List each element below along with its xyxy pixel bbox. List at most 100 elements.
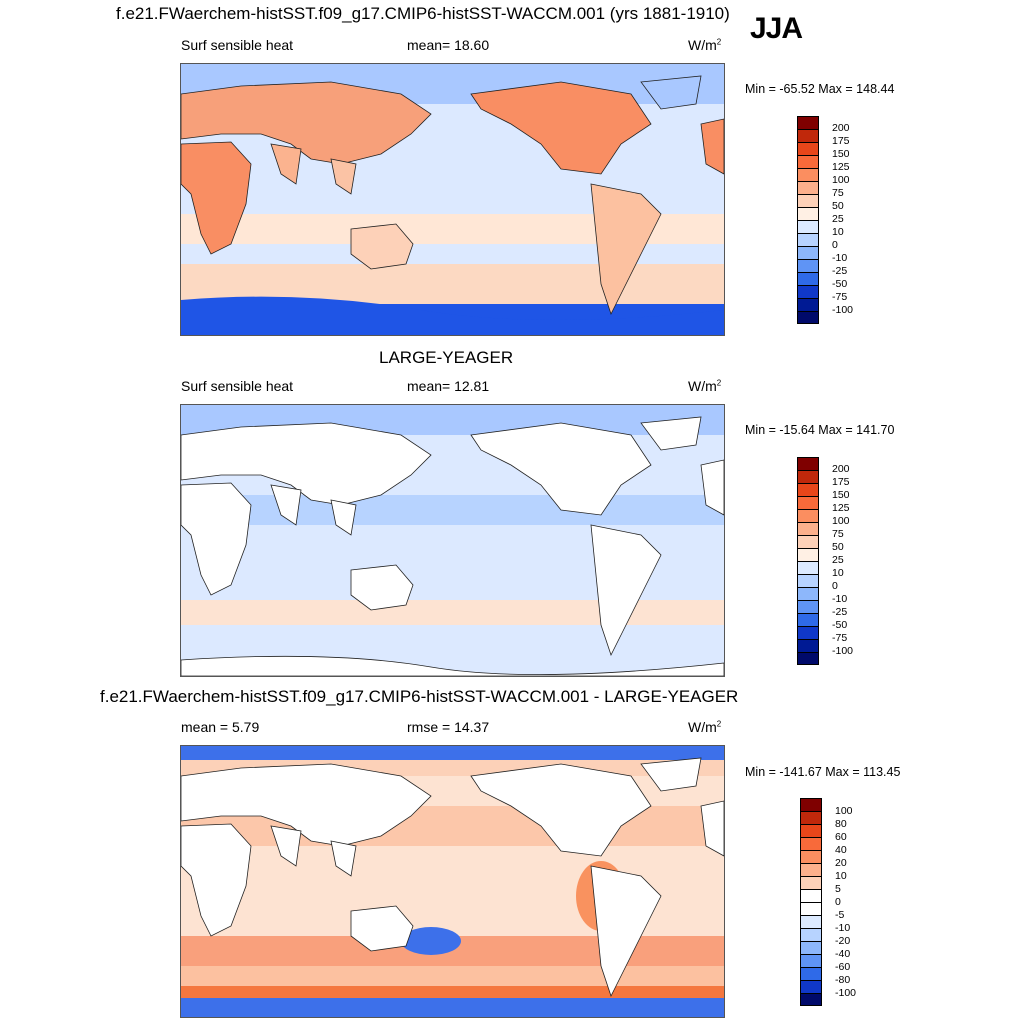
colorbar-tick-label: 10 xyxy=(835,870,847,882)
se-asia-landmass xyxy=(330,499,357,536)
colorbar-swatch xyxy=(800,798,822,811)
colorbar-tick-label: 25 xyxy=(832,554,844,566)
colorbar-tick-label: 150 xyxy=(832,148,850,160)
colorbar-tick-label: 60 xyxy=(835,831,847,843)
colorbar-tick-label: -50 xyxy=(832,619,848,631)
colorbar-tick-label: 20 xyxy=(835,857,847,869)
colorbar-tick-label: -10 xyxy=(832,252,848,264)
colorbar-tick-label: 200 xyxy=(832,122,850,134)
colorbar-tick-label: 10 xyxy=(832,567,844,579)
colorbar-swatch xyxy=(797,246,819,259)
colorbar-tick-label: 0 xyxy=(832,580,838,592)
colorbar-swatch xyxy=(797,233,819,246)
colorbar-swatch xyxy=(800,967,822,980)
colorbar-tick-label: 40 xyxy=(835,844,847,856)
se-asia-landmass xyxy=(330,840,357,877)
colorbar-swatch xyxy=(800,915,822,928)
colorbar-tick-label: -5 xyxy=(835,909,845,921)
australia-landmass xyxy=(350,905,414,952)
colorbar-tick-label: 50 xyxy=(832,200,844,212)
panel-3-title: f.e21.FWaerchem-histSST.f09_g17.CMIP6-hi… xyxy=(100,687,739,706)
colorbar-tick-label: 50 xyxy=(832,541,844,553)
panel-3-minmax: Min = -141.67 Max = 113.45 xyxy=(745,765,901,779)
panel-1-map xyxy=(180,63,725,336)
colorbar-swatch xyxy=(797,272,819,285)
colorbar-swatch xyxy=(800,824,822,837)
colorbar-swatch xyxy=(797,535,819,548)
colorbar-tick-label: 80 xyxy=(835,818,847,830)
south-america-landmass xyxy=(590,524,662,657)
panel-1-minmax: Min = -65.52 Max = 148.44 xyxy=(745,82,895,96)
colorbar-tick-label: -20 xyxy=(835,935,851,947)
colorbar-tick-label: 25 xyxy=(832,213,844,225)
colorbar-tick-label: -80 xyxy=(835,974,851,986)
colorbar-tick-label: 100 xyxy=(832,515,850,527)
south-america-landmass xyxy=(590,865,662,998)
colorbar-tick-label: -25 xyxy=(832,265,848,277)
panel-1-colorbar xyxy=(797,116,819,324)
colorbar-tick-label: 200 xyxy=(832,463,850,475)
colorbar-swatch xyxy=(800,902,822,915)
colorbar-swatch xyxy=(800,837,822,850)
colorbar-tick-label: 175 xyxy=(832,135,850,147)
colorbar-tick-label: -10 xyxy=(835,922,851,934)
colorbar-swatch xyxy=(797,574,819,587)
colorbar-tick-label: 175 xyxy=(832,476,850,488)
panel-2-units: W/m2 xyxy=(688,378,722,394)
south-america-landmass xyxy=(590,183,662,316)
colorbar-swatch xyxy=(797,639,819,652)
colorbar-tick-label: -50 xyxy=(832,278,848,290)
india-landmass xyxy=(270,143,302,185)
panel-3-units: W/m2 xyxy=(688,719,722,735)
panel-2-variable-label: Surf sensible heat xyxy=(181,378,294,394)
europe-landmass xyxy=(700,459,724,516)
panel-3-mean-label: mean = 5.79 xyxy=(181,719,260,735)
panel-1-colorbar-labels: 200 175 150 125 100 75 50 25 10 0 -10 -25 -50 -75 -100 xyxy=(832,122,853,317)
colorbar-swatch xyxy=(800,928,822,941)
colorbar-swatch xyxy=(797,194,819,207)
panel-2-title: LARGE-YEAGER xyxy=(379,348,514,367)
india-landmass xyxy=(270,825,302,867)
colorbar-swatch xyxy=(800,980,822,993)
colorbar-swatch xyxy=(797,116,819,129)
panel-2-colorbar xyxy=(797,457,819,665)
colorbar-tick-label: 10 xyxy=(832,226,844,238)
colorbar-swatch xyxy=(800,993,822,1006)
europe-landmass xyxy=(700,800,724,857)
colorbar-tick-label: 100 xyxy=(835,805,853,817)
colorbar-swatch xyxy=(797,626,819,639)
colorbar-swatch xyxy=(797,457,819,470)
colorbar-tick-label: 100 xyxy=(832,174,850,186)
panel-2-map xyxy=(180,404,725,677)
colorbar-swatch xyxy=(797,561,819,574)
colorbar-tick-label: -40 xyxy=(835,948,851,960)
eurasia-landmass xyxy=(181,763,432,847)
panel-3-rmse-label: rmse = 14.37 xyxy=(407,719,490,735)
panel-3-colorbar xyxy=(800,798,822,1006)
australia-landmass xyxy=(350,223,414,270)
colorbar-swatch xyxy=(797,207,819,220)
colorbar-tick-label: 125 xyxy=(832,502,850,514)
eurasia-landmass xyxy=(181,422,432,506)
colorbar-swatch xyxy=(797,155,819,168)
greenland-landmass xyxy=(640,75,702,110)
colorbar-swatch xyxy=(797,168,819,181)
colorbar-swatch xyxy=(797,587,819,600)
colorbar-swatch xyxy=(800,941,822,954)
colorbar-tick-label: -25 xyxy=(832,606,848,618)
colorbar-tick-label: -100 xyxy=(835,987,857,999)
colorbar-tick-label: 0 xyxy=(835,896,841,908)
panel-3-map xyxy=(180,745,725,1018)
panel-1-variable-label: Surf sensible heat xyxy=(181,37,294,53)
panel-2-colorbar-labels: 200 175 150 125 100 75 50 25 10 0 -10 -25 -50 -75 -100 xyxy=(832,463,853,658)
colorbar-tick-label: -75 xyxy=(832,291,848,303)
eurasia-landmass xyxy=(181,81,432,165)
season-label: JJA xyxy=(750,12,803,45)
north-america-landmass xyxy=(470,422,652,516)
colorbar-swatch xyxy=(797,509,819,522)
colorbar-swatch xyxy=(797,548,819,561)
colorbar-swatch xyxy=(800,863,822,876)
colorbar-swatch xyxy=(797,600,819,613)
colorbar-swatch xyxy=(797,522,819,535)
india-landmass xyxy=(270,484,302,526)
